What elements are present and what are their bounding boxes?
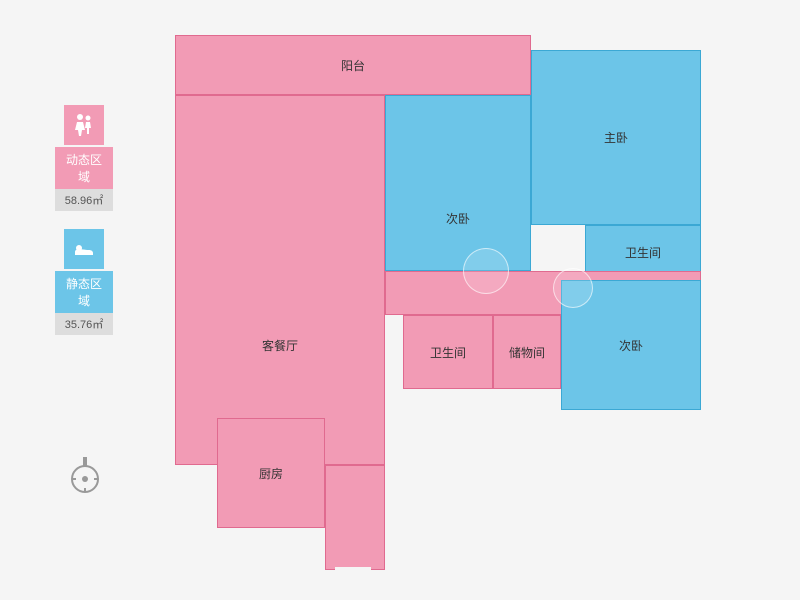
- legend-static: 静态区域 35.76㎡: [55, 229, 113, 335]
- legend-dynamic-label: 动态区域: [55, 147, 113, 189]
- room-label-living: 客餐厅: [262, 337, 298, 354]
- room-label-bath2: 卫生间: [625, 244, 661, 261]
- floorplan: 阳台客餐厅次卧主卧卫生间卫生间储物间次卧厨房: [165, 20, 735, 580]
- room-living: 客餐厅: [175, 95, 385, 465]
- room-label-bed2a: 次卧: [446, 210, 470, 227]
- room-master: 主卧: [531, 50, 701, 225]
- legend-static-label: 静态区域: [55, 271, 113, 313]
- room-label-bed2b: 次卧: [619, 337, 643, 354]
- room-label-storage: 储物间: [509, 344, 545, 361]
- people-icon: [64, 105, 104, 145]
- legend-static-value: 35.76㎡: [55, 313, 113, 335]
- room-label-master: 主卧: [604, 129, 628, 146]
- compass-icon: [68, 455, 102, 500]
- wall-opening-1: [211, 28, 251, 34]
- room-kitchen: 厨房: [217, 418, 325, 528]
- door-arc-0: [463, 248, 509, 294]
- room-label-balcony: 阳台: [341, 57, 365, 74]
- legend-dynamic-value: 58.96㎡: [55, 189, 113, 211]
- room-bed2a: 次卧: [385, 95, 531, 271]
- room-bath1: 卫生间: [403, 315, 493, 389]
- door-arc-1: [553, 268, 593, 308]
- room-label-bath1: 卫生间: [430, 344, 466, 361]
- room-storage: 储物间: [493, 315, 561, 389]
- room-label-kitchen: 厨房: [259, 465, 283, 482]
- room-entry: [325, 465, 385, 570]
- sleep-icon: [64, 229, 104, 269]
- legend-dynamic: 动态区域 58.96㎡: [55, 105, 113, 211]
- room-balcony: 阳台: [175, 35, 531, 95]
- legend: 动态区域 58.96㎡ 静态区域 35.76㎡: [55, 105, 113, 353]
- wall-opening-0: [335, 567, 371, 573]
